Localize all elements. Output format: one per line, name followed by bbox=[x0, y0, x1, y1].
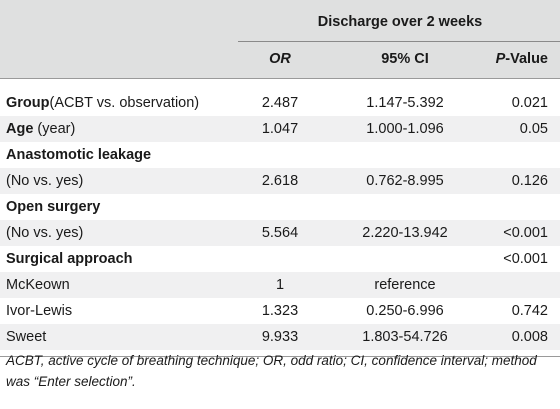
row-label: Group(ACBT vs. observation) bbox=[6, 95, 200, 111]
pvalue-cell: 0.008 bbox=[511, 329, 548, 345]
row-label: Sweet bbox=[6, 329, 47, 345]
pvalue-cell: <0.001 bbox=[503, 225, 548, 241]
or-cell: 1 bbox=[275, 277, 285, 293]
ci-cell: 1.803-54.726 bbox=[362, 329, 448, 345]
or-cell: 1.047 bbox=[261, 121, 299, 137]
table-row: Age (year) 1.047 1.000-1.096 0.05 bbox=[0, 116, 560, 142]
pvalue-cell: <0.001 bbox=[503, 251, 548, 267]
col-header-or: OR bbox=[269, 51, 291, 67]
table-footnote: ACBT, active cycle of breathing techniqu… bbox=[6, 353, 537, 389]
table-header: Discharge over 2 weeks OR 95% CI P-Value bbox=[0, 0, 560, 78]
pvalue-cell: 0.126 bbox=[511, 173, 548, 189]
ci-cell: 1.147-5.392 bbox=[366, 95, 444, 111]
row-label: Surgical approach bbox=[6, 251, 133, 267]
or-cell: 5.564 bbox=[261, 225, 299, 241]
table-row: McKeown 1 reference bbox=[0, 272, 560, 298]
row-label: (No vs. yes) bbox=[6, 173, 84, 189]
table-row: (No vs. yes) 5.564 2.220-13.942 <0.001 bbox=[0, 220, 560, 246]
pvalue-cell: 0.021 bbox=[511, 95, 548, 111]
table-row: Sweet 9.933 1.803-54.726 0.008 bbox=[0, 324, 560, 350]
row-label: (No vs. yes) bbox=[6, 225, 84, 241]
pvalue-cell: 0.742 bbox=[511, 303, 548, 319]
or-cell: 2.487 bbox=[261, 95, 299, 111]
row-label: Anastomotic leakage bbox=[6, 147, 152, 163]
table-row: Ivor-Lewis 1.323 0.250-6.996 0.742 bbox=[0, 298, 560, 324]
table-row: Open surgery bbox=[0, 194, 560, 220]
ci-cell: 0.250-6.996 bbox=[366, 303, 444, 319]
table-row: Group(ACBT vs. observation) 2.487 1.147-5.… bbox=[0, 90, 560, 116]
ci-cell: 0.762-8.995 bbox=[366, 173, 444, 189]
row-label: Age (year) bbox=[6, 121, 76, 137]
or-cell: 9.933 bbox=[261, 329, 299, 345]
or-cell: 2.618 bbox=[261, 173, 299, 189]
table-row: (No vs. yes) 2.618 0.762-8.995 0.126 bbox=[0, 168, 560, 194]
col-header-ci: 95% CI bbox=[381, 51, 429, 67]
or-cell: 1.323 bbox=[261, 303, 299, 319]
pvalue-cell: 0.05 bbox=[519, 121, 548, 137]
ci-cell: 2.220-13.942 bbox=[362, 225, 448, 241]
ci-cell: reference bbox=[374, 277, 436, 293]
row-label: McKeown bbox=[6, 277, 70, 293]
ci-cell: 1.000-1.096 bbox=[366, 121, 444, 137]
row-label: Open surgery bbox=[6, 199, 101, 215]
row-label: Ivor-Lewis bbox=[6, 303, 73, 319]
col-header-pvalue: P-Value bbox=[495, 51, 548, 67]
table-row: Surgical approach <0.001 bbox=[0, 246, 560, 272]
header-bottom-rule bbox=[0, 78, 560, 79]
table-bottom-rule bbox=[0, 356, 560, 357]
group-header: Discharge over 2 weeks bbox=[317, 14, 483, 30]
table-row: Anastomotic leakage bbox=[0, 142, 560, 168]
header-divider bbox=[238, 41, 560, 42]
